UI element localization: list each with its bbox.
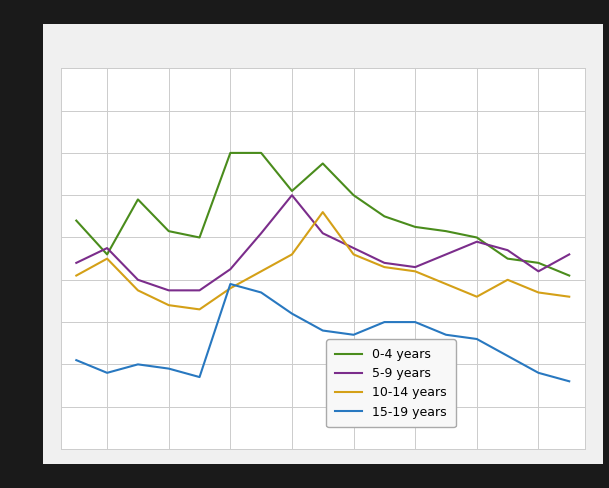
15-19 years [165, 366, 172, 371]
0-4 years [412, 224, 419, 230]
Line: 0-4 years: 0-4 years [76, 153, 569, 276]
15-19 years [473, 336, 481, 342]
10-14 years [442, 281, 449, 287]
5-9 years [566, 251, 573, 257]
Line: 5-9 years: 5-9 years [76, 195, 569, 290]
10-14 years [104, 256, 111, 262]
10-14 years [350, 251, 357, 257]
15-19 years [535, 370, 542, 376]
0-4 years [258, 150, 265, 156]
15-19 years [566, 378, 573, 384]
15-19 years [104, 370, 111, 376]
10-14 years [165, 302, 172, 308]
5-9 years [165, 287, 172, 293]
0-4 years [381, 213, 388, 219]
Line: 10-14 years: 10-14 years [76, 212, 569, 309]
15-19 years [196, 374, 203, 380]
10-14 years [196, 306, 203, 312]
5-9 years [319, 230, 326, 236]
0-4 years [319, 161, 326, 166]
5-9 years [504, 247, 512, 253]
5-9 years [134, 277, 141, 283]
15-19 years [258, 289, 265, 295]
0-4 years [535, 260, 542, 266]
10-14 years [381, 264, 388, 270]
5-9 years [196, 287, 203, 293]
5-9 years [412, 264, 419, 270]
10-14 years [319, 209, 326, 215]
15-19 years [442, 332, 449, 338]
15-19 years [319, 327, 326, 333]
15-19 years [134, 362, 141, 367]
5-9 years [350, 245, 357, 251]
0-4 years [350, 192, 357, 198]
15-19 years [412, 319, 419, 325]
10-14 years [473, 294, 481, 300]
10-14 years [258, 268, 265, 274]
15-19 years [504, 353, 512, 359]
0-4 years [72, 218, 80, 224]
15-19 years [381, 319, 388, 325]
Legend: 0-4 years, 5-9 years, 10-14 years, 15-19 years: 0-4 years, 5-9 years, 10-14 years, 15-19… [326, 339, 456, 427]
Line: 15-19 years: 15-19 years [76, 284, 569, 381]
5-9 years [381, 260, 388, 266]
0-4 years [165, 228, 172, 234]
5-9 years [288, 192, 295, 198]
0-4 years [196, 235, 203, 241]
5-9 years [104, 245, 111, 251]
0-4 years [473, 235, 481, 241]
15-19 years [72, 357, 80, 363]
10-14 years [412, 268, 419, 274]
5-9 years [72, 260, 80, 266]
0-4 years [227, 150, 234, 156]
0-4 years [442, 228, 449, 234]
5-9 years [442, 251, 449, 257]
0-4 years [504, 256, 512, 262]
0-4 years [288, 188, 295, 194]
5-9 years [227, 266, 234, 272]
15-19 years [288, 311, 295, 317]
0-4 years [566, 273, 573, 279]
10-14 years [288, 251, 295, 257]
10-14 years [535, 289, 542, 295]
15-19 years [350, 332, 357, 338]
10-14 years [227, 285, 234, 291]
10-14 years [566, 294, 573, 300]
5-9 years [473, 239, 481, 244]
0-4 years [134, 197, 141, 203]
5-9 years [535, 268, 542, 274]
5-9 years [258, 230, 265, 236]
10-14 years [72, 273, 80, 279]
10-14 years [134, 287, 141, 293]
10-14 years [504, 277, 512, 283]
15-19 years [227, 281, 234, 287]
0-4 years [104, 251, 111, 257]
